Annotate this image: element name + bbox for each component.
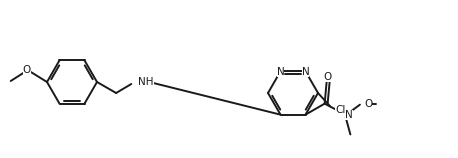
Text: N: N xyxy=(345,110,353,120)
Text: NH: NH xyxy=(138,77,154,87)
Text: N: N xyxy=(302,67,309,77)
Text: O: O xyxy=(364,99,372,109)
Text: O: O xyxy=(23,65,31,75)
Text: O: O xyxy=(323,72,332,82)
Text: Cl: Cl xyxy=(335,105,346,115)
Text: N: N xyxy=(277,67,284,77)
